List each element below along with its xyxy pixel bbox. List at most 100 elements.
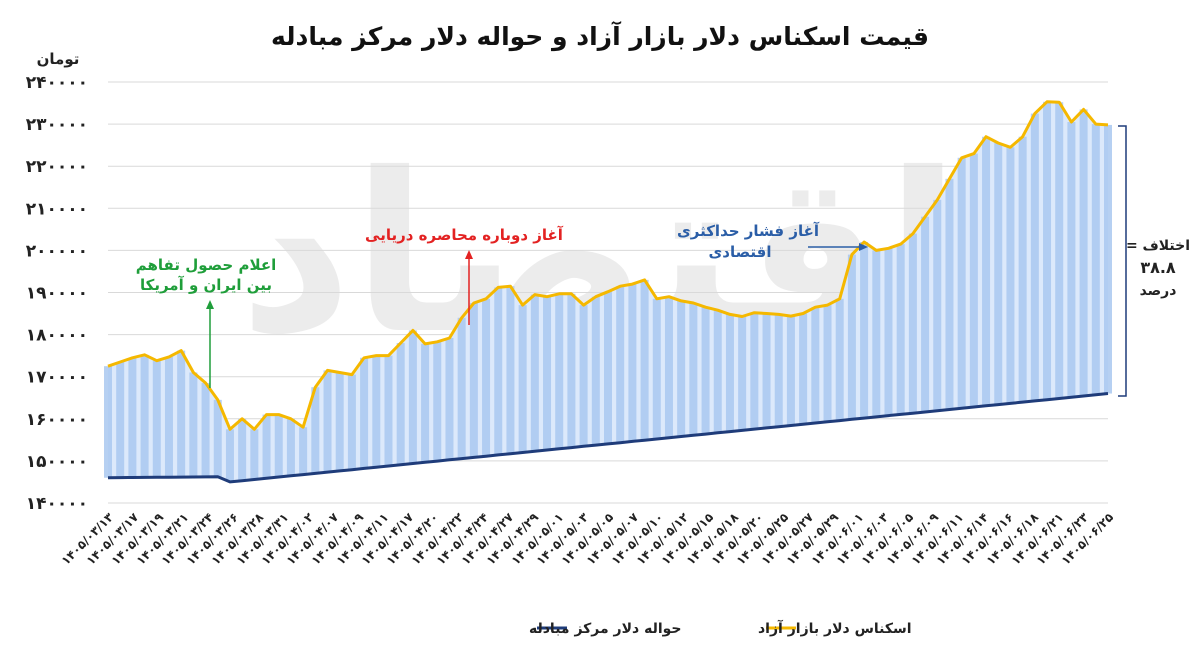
y-tick-label: ۲۰۰۰۰۰ (26, 241, 88, 261)
bar (530, 294, 539, 452)
y-tick-label: ۱۹۰۰۰۰ (26, 284, 88, 304)
bar (433, 341, 442, 462)
bar (1104, 124, 1112, 394)
annotation-pressure-line1: آغاز فشار حداکثری (677, 222, 820, 240)
bar (567, 293, 576, 448)
annotation-pressure: آغاز فشار حداکثری اقتصادی (677, 222, 868, 261)
y-tick-label: ۲۴۰۰۰۰ (26, 73, 88, 93)
difference-label-value: ۳۸.۸ (1140, 258, 1176, 277)
bar (1018, 136, 1027, 403)
bar (506, 286, 515, 454)
bar (701, 307, 710, 435)
bar (652, 298, 661, 439)
bar (969, 153, 978, 408)
bar (360, 357, 369, 469)
bar (396, 343, 405, 465)
bar (786, 316, 795, 426)
annotation-blockade-text: آغاز دوباره محاصره دریایی (365, 226, 564, 244)
bar (579, 305, 588, 447)
bar (689, 303, 698, 436)
bar (274, 414, 283, 478)
bar (250, 429, 259, 480)
annotation-blockade: آغاز دوباره محاصره دریایی (365, 226, 564, 325)
bar (921, 216, 930, 412)
bar (860, 241, 869, 419)
bar (482, 298, 491, 457)
legend-label-exchange-center: حواله دلار مرکز مبادله (529, 621, 682, 637)
legend-label-free-market: اسکناس دلار بازار آزاد (758, 619, 912, 637)
y-axis-unit: تومان (37, 50, 80, 68)
bar (555, 293, 564, 449)
y-tick-label: ۱۶۰۰۰۰ (26, 410, 88, 430)
bar (421, 343, 430, 463)
bar (640, 279, 649, 441)
bar (177, 350, 186, 478)
bar (457, 317, 466, 459)
bar (408, 330, 417, 464)
bar (933, 199, 942, 411)
y-tick-label: ۲۱۰۰۰۰ (26, 199, 88, 219)
bar (543, 296, 552, 451)
bar (225, 429, 234, 482)
bar (884, 248, 893, 416)
bar (140, 354, 149, 478)
bar (945, 178, 954, 410)
bar (957, 157, 966, 409)
bar (1030, 113, 1039, 401)
bar (616, 286, 625, 443)
bar (494, 287, 503, 455)
bar (591, 296, 600, 446)
bar (750, 312, 759, 430)
bar (1079, 109, 1088, 396)
bar (189, 372, 198, 478)
bar (469, 303, 478, 458)
bar (628, 284, 637, 442)
bar (1043, 101, 1052, 400)
bar (347, 374, 356, 470)
annotation-blockade-arrowhead (465, 250, 473, 259)
annotation-deal: اعلام حصول تفاهم بین ایران و آمریکا (136, 256, 276, 388)
bar (372, 355, 381, 468)
bar (213, 399, 222, 477)
x-axis-ticks: ۱۴۰۵/۰۳/۱۳۱۴۰۵/۰۳/۱۷۱۴۰۵/۰۳/۱۹۱۴۰۵/۰۳/۲۱… (59, 510, 1117, 568)
bar (847, 254, 856, 420)
annotation-pressure-line2: اقتصادی (709, 243, 772, 261)
bar (713, 310, 722, 433)
annotation-deal-line2: بین ایران و آمریکا (140, 276, 272, 294)
series-line-exchange-center (107, 392, 1109, 484)
bar (835, 298, 844, 421)
difference-label-line3: درصد (1140, 283, 1177, 299)
bar (811, 307, 820, 424)
bar (104, 366, 112, 478)
bar (896, 244, 905, 415)
bar (128, 357, 137, 478)
bar (799, 313, 808, 425)
bar (664, 296, 673, 438)
y-tick-label: ۱۵۰۰۰۰ (26, 452, 88, 472)
bar (152, 360, 161, 478)
bar (982, 136, 991, 406)
y-tick-label: ۲۲۰۰۰۰ (26, 157, 88, 177)
y-tick-label: ۱۸۰۰۰۰ (26, 326, 88, 346)
bar (384, 355, 393, 466)
bar-fills (104, 101, 1112, 482)
bar (311, 387, 320, 474)
bar (1067, 121, 1076, 398)
bar (872, 250, 881, 417)
bar (201, 383, 210, 477)
bar (1006, 147, 1015, 404)
bar (823, 305, 832, 422)
chart-title: قیمت اسکناس دلار بازار آزاد و حواله دلار… (271, 21, 929, 52)
y-tick-label: ۱۷۰۰۰۰ (26, 368, 88, 388)
bar (116, 361, 125, 478)
bar (1055, 102, 1064, 399)
difference-bracket: اختلاف = ۳۸.۸ درصد (1118, 125, 1190, 397)
annotation-pressure-arrowhead (859, 243, 868, 251)
difference-bracket-line (1118, 125, 1127, 397)
bar (994, 143, 1003, 405)
bar (677, 300, 686, 437)
bar (518, 305, 527, 453)
y-tick-label: ۱۴۰۰۰۰ (26, 494, 88, 514)
bar (1091, 124, 1100, 395)
